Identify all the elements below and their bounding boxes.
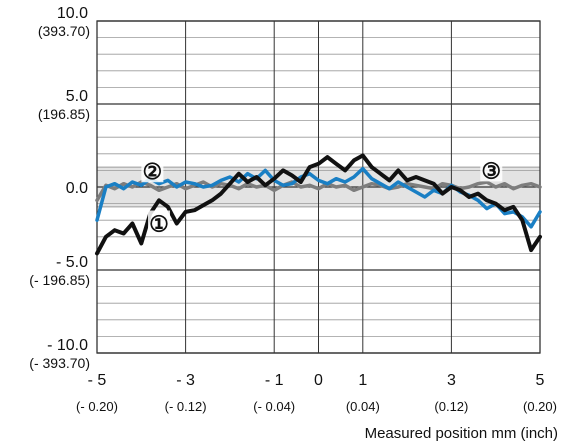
x-tick-sublabel: (0.20) — [523, 399, 557, 414]
y-tick-sublabel: (196.85) — [38, 106, 90, 122]
x-tick-label: 5 — [536, 372, 545, 389]
x-tick-label: 1 — [358, 372, 367, 389]
x-tick-sublabel: (- 0.04) — [253, 399, 295, 414]
y-tick-label: - 5.0 — [56, 254, 88, 271]
series-marker-label: ② — [143, 159, 163, 184]
series-marker-label: ③ — [481, 158, 501, 183]
y-tick-label: 0.0 — [66, 180, 88, 197]
x-tick-sublabel: (0.04) — [346, 399, 380, 414]
marker-backdrop — [148, 210, 171, 235]
series-line-1 — [95, 153, 542, 256]
grid-layer — [96, 20, 541, 354]
y-tick-sublabel: (- 393.70) — [29, 355, 90, 371]
x-tick-sublabel: (0.12) — [434, 399, 468, 414]
x-tick-label: 3 — [447, 372, 456, 389]
marker-backdrop — [141, 158, 164, 183]
series-line-3 — [95, 180, 542, 203]
y-tick-sublabel: (393.70) — [38, 23, 90, 39]
series-marker-label: ① — [149, 212, 169, 237]
x-tick-sublabel: (- 0.20) — [76, 399, 118, 414]
x-tick-labels: - 5 (- 0.20) - 3 (- 0.12) - 1 (- 0.04) 0 1 (0.04… — [76, 372, 557, 414]
x-tick-label: - 3 — [176, 372, 195, 389]
y-tick-sublabel: (- 196.85) — [29, 272, 90, 288]
y-tick-labels: 10.0(393.70) 5.0(196.85) 0.0 - 5.0(- 196.85… — [29, 5, 90, 371]
x-tick-label: - 1 — [265, 372, 284, 389]
x-tick-label: 0 — [314, 372, 323, 389]
series-markers: ① ② ③ — [141, 157, 503, 237]
marker-backdrop — [480, 157, 503, 182]
x-axis-label: Measured position mm (inch) — [365, 425, 558, 442]
x-tick-label: - 5 — [88, 372, 107, 389]
x-tick-sublabel: (- 0.12) — [165, 399, 207, 414]
series-layer — [95, 153, 542, 256]
y-tick-label: 10.0 — [57, 5, 88, 22]
y-tick-label: - 10.0 — [47, 337, 88, 354]
y-tick-label: 5.0 — [66, 88, 88, 105]
